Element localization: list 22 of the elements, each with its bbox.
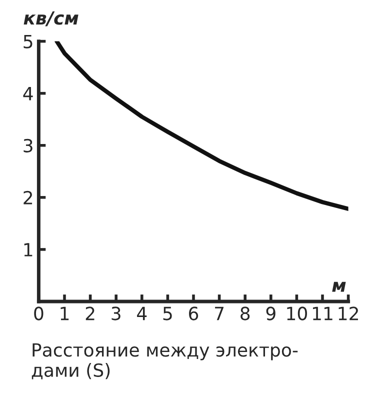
x-tick-label: 1	[60, 306, 69, 320]
text: Расстояние между электро- дами (S)	[32, 343, 298, 380]
x-tick-label: 9	[266, 306, 276, 320]
x-tick-label: 5	[163, 306, 172, 320]
x-tick-label: 10	[287, 306, 307, 320]
x-tick-label: 3	[112, 306, 120, 320]
x-tick-label: 11	[312, 306, 332, 320]
x-tick-label: 2	[86, 306, 94, 320]
y-tick-label: 4	[23, 87, 33, 100]
y-tick-label: 1	[24, 243, 32, 256]
x-tick-label: 12	[338, 306, 358, 320]
y-tick-label: 5	[24, 34, 32, 48]
x-tick-label: 7	[215, 306, 224, 320]
x-tick-label: 6	[189, 306, 198, 320]
x-axis-title: м	[332, 282, 346, 292]
x-tick-label: 0	[34, 306, 44, 320]
y-tick-label: 3	[24, 138, 32, 152]
line-series	[54, 41, 348, 211]
y-tick-label: 2	[24, 190, 32, 204]
x-tick-label: 8	[240, 306, 250, 320]
x-tick-label: 4	[137, 306, 147, 320]
y-axis-title: кв/см	[24, 11, 78, 26]
